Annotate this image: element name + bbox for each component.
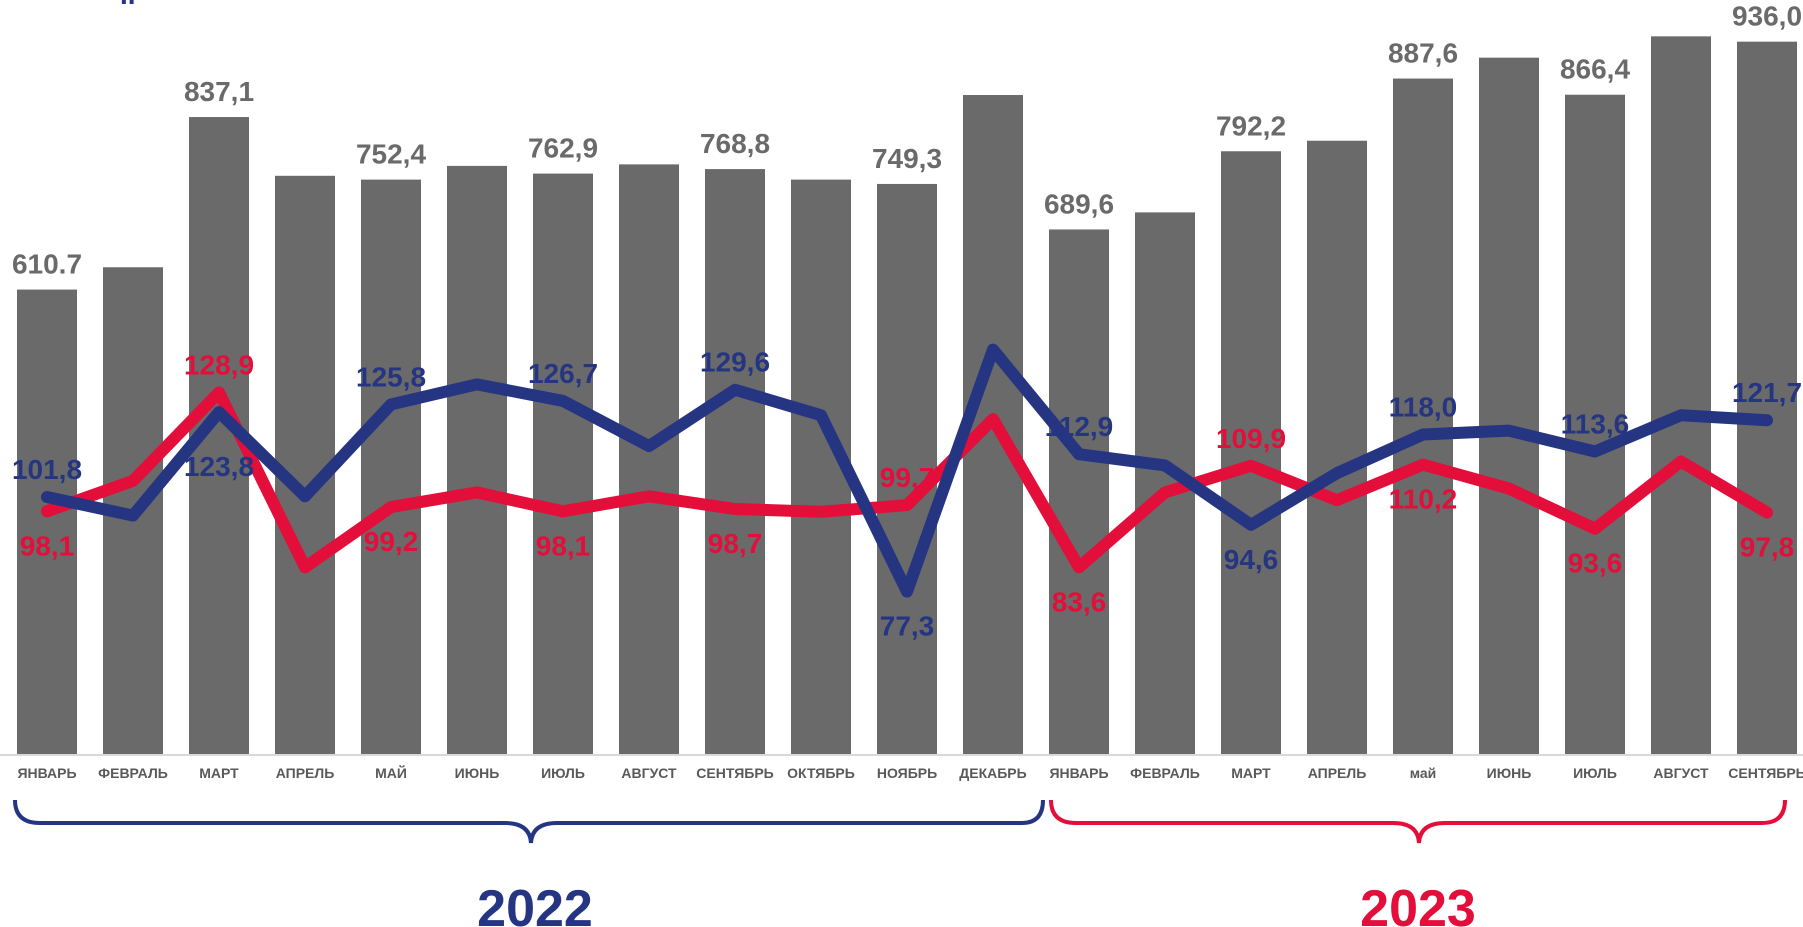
line-value-labels: 101,8 123,8 125,8 126,7 129,6 77,3 112,9 94,6 11… (12, 347, 1802, 642)
bar-value-label: 866,4 (1560, 54, 1630, 85)
month-label: СЕНТЯБРЬ (1728, 765, 1803, 781)
bar (447, 165, 507, 755)
bar-value-label: 837,1 (184, 76, 254, 107)
red-series-value-label: 93,6 (1568, 548, 1623, 579)
month-label: НОЯБРЬ (877, 765, 937, 781)
bar-value-label: 936,0 (1732, 1, 1802, 32)
month-label: ЯНВАРЬ (17, 765, 76, 781)
bar (1565, 94, 1625, 756)
bar (17, 289, 77, 755)
blue-series-value-label: 121,7 (1732, 377, 1802, 408)
month-label: АПРЕЛЬ (276, 765, 335, 781)
bar (705, 169, 765, 755)
bar (877, 183, 937, 755)
month-label: СЕНТЯБРЬ (696, 765, 773, 781)
blue-series-value-label: 129,6 (700, 347, 770, 378)
blue-series-value-label: 118,0 (1389, 392, 1458, 423)
month-label: АПРЕЛЬ (1308, 765, 1367, 781)
red-series-value-label: 98,7 (708, 528, 763, 559)
year-brace-2023 (1049, 799, 1787, 844)
red-series-value-label: 128,9 (184, 349, 254, 380)
bar (1393, 78, 1453, 756)
month-label: АВГУСТ (621, 765, 677, 781)
red-series-value-label: 99,7 (880, 462, 935, 493)
red-series-value-label: 98,1 (536, 530, 591, 561)
bar (275, 175, 335, 756)
blue-series-value-label: 101,8 (12, 454, 82, 485)
blue-series-value-label: 112,9 (1045, 411, 1114, 442)
bar-value-label: 610.7 (12, 249, 82, 280)
bar (1307, 140, 1367, 755)
month-label: ДЕКАБРЬ (959, 765, 1026, 781)
red-series-value-label: 97,8 (1740, 531, 1795, 562)
year-brace-2022 (13, 799, 1045, 844)
bar-value-label: 749,3 (872, 143, 942, 174)
month-label: ФЕВРАЛЬ (1130, 765, 1200, 781)
bars-layer (17, 36, 1797, 756)
bar (361, 179, 421, 755)
month-label: ОКТЯБРЬ (787, 765, 855, 781)
red-series-value-label: 99,2 (364, 526, 419, 557)
month-label: ИЮНЬ (455, 765, 500, 781)
bar-value-label: 752,4 (356, 139, 426, 170)
bar-value-label: 689,6 (1044, 188, 1114, 219)
blue-series-value-label: 126,7 (528, 358, 598, 389)
bar-value-label: 762,9 (528, 133, 598, 164)
red-series-value-label: 98,1 (20, 530, 75, 561)
bar-value-label: 768,8 (700, 128, 770, 159)
bar (1479, 57, 1539, 755)
month-label: МАРТ (1231, 765, 1271, 781)
month-label: ЯНВАРЬ (1049, 765, 1108, 781)
bar-value-labels: 610.7 837,1 752,4 762,9 768,8 749,3 689,6 792,2… (12, 1, 1802, 280)
bar (1049, 229, 1109, 755)
red-series-value-label: 83,6 (1052, 586, 1107, 617)
month-label: МАЙ (375, 764, 407, 781)
bar (1737, 41, 1797, 755)
year-label-2022: 2022 (477, 880, 593, 927)
month-label: ИЮНЬ (1487, 765, 1532, 781)
blue-series-line (41, 343, 1773, 598)
bar-value-label: 792,2 (1216, 110, 1286, 141)
month-label: ИЮЛЬ (1573, 765, 1617, 781)
blue-series-value-label: 94,6 (1224, 544, 1279, 575)
bar-value-label: 887,6 (1388, 38, 1458, 69)
month-labels: ЯНВАРЬ ФЕВРАЛЬ МАРТ АПРЕЛЬ МАЙ ИЮНЬ ИЮЛЬ АВГУСТ… (17, 764, 1803, 781)
month-label: АВГУСТ (1653, 765, 1709, 781)
bar (1221, 151, 1281, 756)
blue-series-value-label: 113,6 (1561, 409, 1630, 440)
bar (619, 164, 679, 756)
month-label: ФЕВРАЛЬ (98, 765, 168, 781)
month-label: МАРТ (199, 765, 239, 781)
top-cropped-text: .. (120, 0, 136, 10)
red-series-line (41, 386, 1773, 574)
year-label-2023: 2023 (1360, 880, 1476, 927)
lines-layer (41, 343, 1773, 598)
blue-series-value-label: 123,8 (184, 451, 254, 482)
red-series-value-label: 110,2 (1389, 484, 1458, 515)
red-series-value-label: 109,9 (1216, 423, 1286, 454)
month-label: ИЮЛЬ (541, 765, 585, 781)
blue-series-value-label: 125,8 (356, 361, 426, 392)
bar (1651, 36, 1711, 756)
month-label: май (1410, 765, 1437, 781)
blue-series-value-label: 77,3 (880, 611, 935, 642)
bar (533, 173, 593, 755)
